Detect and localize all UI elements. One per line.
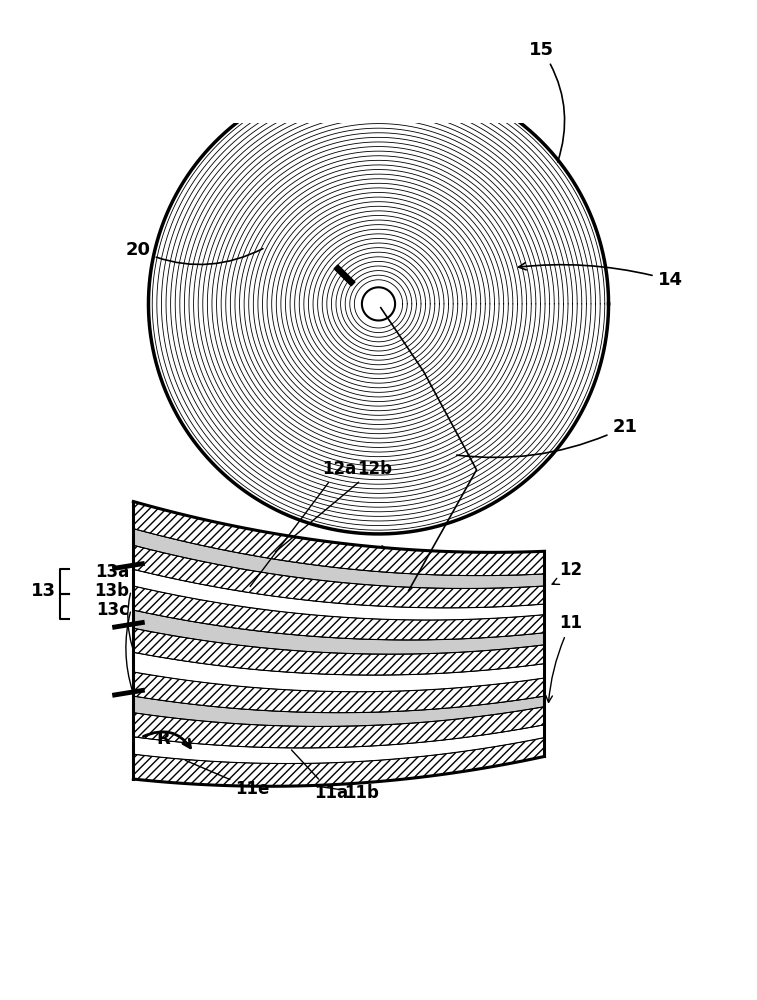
Polygon shape — [133, 610, 544, 654]
Text: 11e: 11e — [185, 760, 269, 798]
Polygon shape — [362, 287, 395, 320]
Polygon shape — [133, 725, 544, 764]
Text: 11a: 11a — [291, 750, 348, 802]
Text: 12b: 12b — [276, 460, 392, 552]
Polygon shape — [133, 545, 544, 608]
Text: 14: 14 — [519, 263, 683, 289]
Polygon shape — [133, 652, 544, 692]
Polygon shape — [133, 586, 544, 640]
Polygon shape — [334, 265, 355, 286]
Polygon shape — [133, 707, 544, 748]
Polygon shape — [133, 502, 544, 576]
Polygon shape — [133, 672, 544, 713]
Text: 11: 11 — [546, 614, 583, 702]
Text: 21: 21 — [456, 418, 637, 457]
Text: 15: 15 — [529, 41, 565, 162]
Text: 12a: 12a — [250, 460, 357, 586]
Text: 13c: 13c — [97, 601, 129, 619]
Text: 13b: 13b — [95, 582, 129, 600]
Polygon shape — [133, 529, 544, 588]
Text: 20: 20 — [126, 241, 263, 265]
Text: R: R — [156, 730, 170, 748]
Text: 11b: 11b — [317, 784, 379, 802]
Polygon shape — [133, 628, 544, 675]
Text: 13a: 13a — [95, 563, 129, 581]
Text: 12: 12 — [552, 561, 583, 584]
Text: 13: 13 — [31, 582, 56, 600]
Polygon shape — [133, 696, 544, 726]
Polygon shape — [133, 569, 544, 620]
Polygon shape — [133, 738, 544, 786]
